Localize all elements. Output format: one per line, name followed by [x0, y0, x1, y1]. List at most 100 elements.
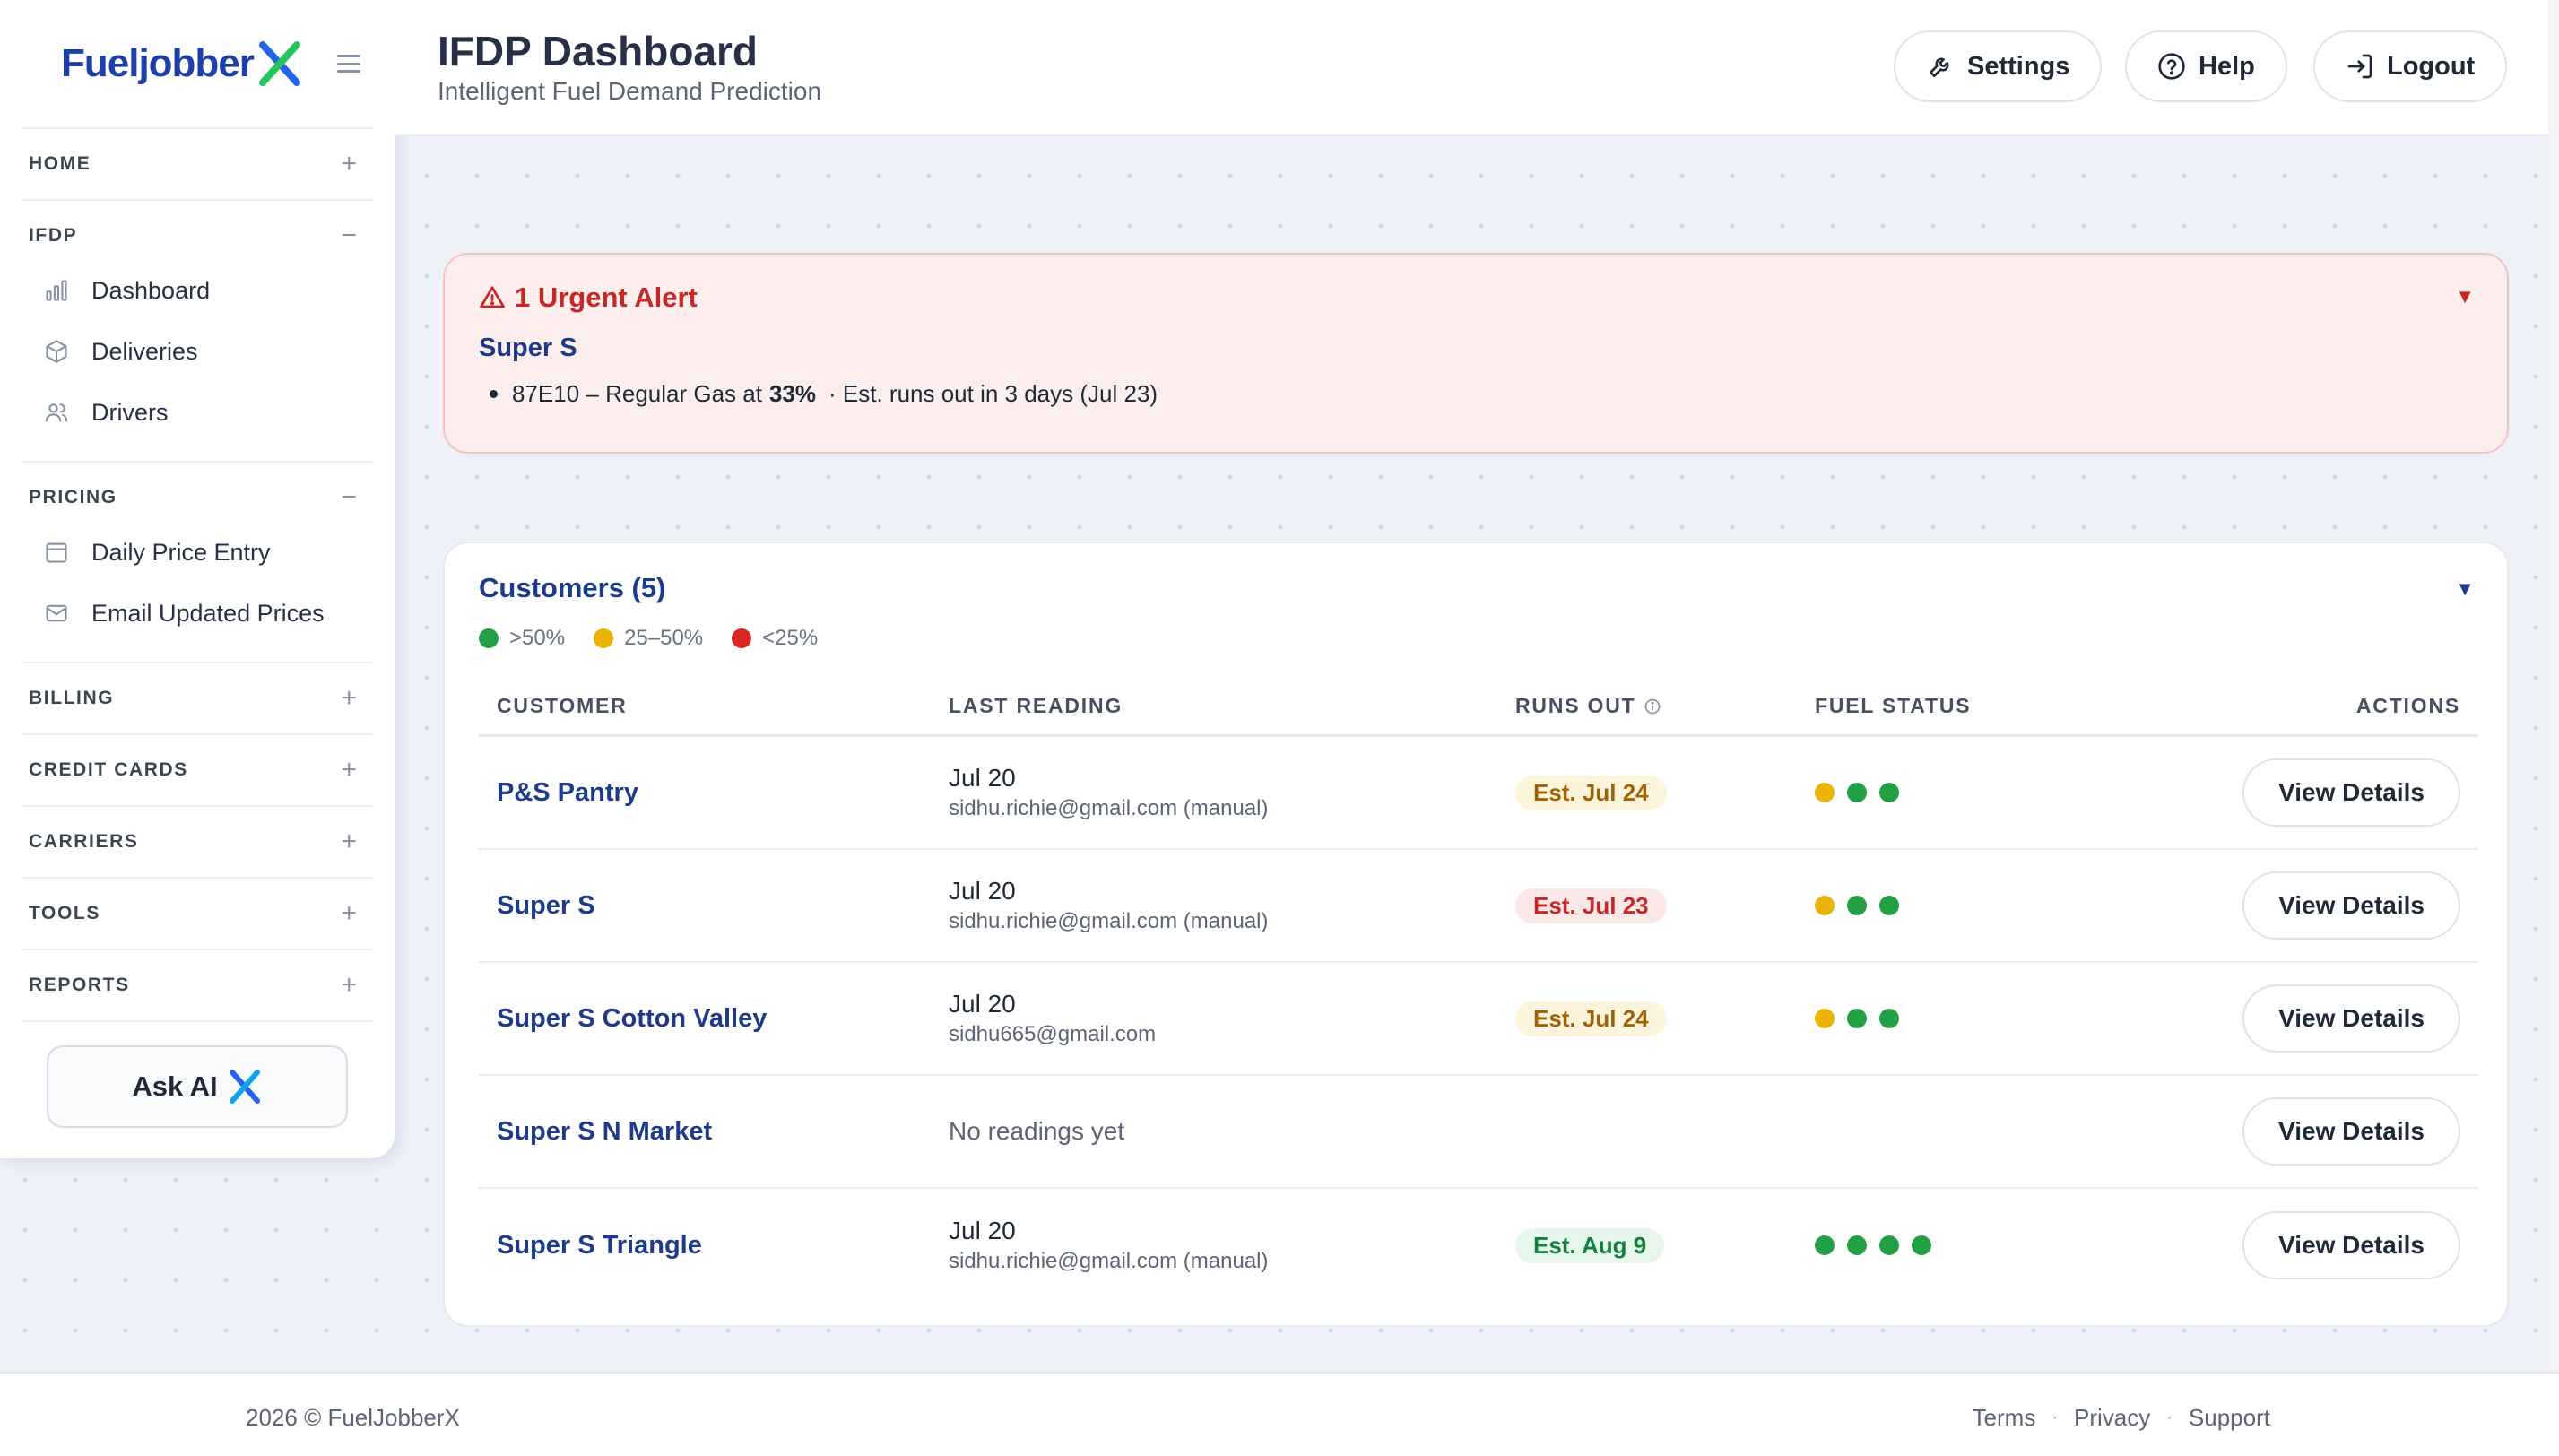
collapse-minus-icon[interactable]: −: [341, 482, 359, 512]
ask-ai-button[interactable]: Ask AI: [47, 1045, 348, 1128]
cell-last-reading: Jul 20 sidhu665@gmail.com: [949, 990, 1515, 1047]
sidebar-item-email-updated-prices[interactable]: Email Updated Prices: [22, 583, 373, 644]
view-details-button[interactable]: View Details: [2242, 984, 2460, 1053]
expand-plus-icon[interactable]: +: [341, 149, 359, 178]
reading-source: sidhu.richie@gmail.com (manual): [949, 796, 1269, 820]
sidebar-section-header[interactable]: HOME +: [22, 129, 373, 199]
help-button[interactable]: Help: [2125, 30, 2287, 102]
logo-text: Fueljobber: [61, 41, 255, 85]
sidebar-section-header[interactable]: CARRIERS +: [22, 807, 373, 877]
sidebar-section-header[interactable]: REPORTS +: [22, 950, 373, 1020]
customers-title[interactable]: Customers (5): [479, 572, 666, 603]
sidebar-item-dashboard[interactable]: Dashboard: [22, 260, 373, 321]
reading-source: sidhu.richie@gmail.com (manual): [949, 1249, 1269, 1273]
footer-separator: ·: [2052, 1408, 2058, 1427]
sidebar-section-header[interactable]: TOOLS +: [22, 879, 373, 949]
tank-status-dot-icon: [1879, 1235, 1899, 1255]
view-details-button[interactable]: View Details: [2242, 758, 2460, 827]
top-header: IFDP Dashboard Intelligent Fuel Demand P…: [395, 0, 2559, 136]
expand-plus-icon[interactable]: +: [341, 970, 359, 1000]
alert-title-text: 1 Urgent Alert: [515, 282, 698, 313]
expand-plus-icon[interactable]: +: [341, 683, 359, 713]
runs-out-badge: Est. Jul 24: [1515, 775, 1667, 810]
footer-link-support[interactable]: Support: [2188, 1404, 2270, 1431]
fueljobberx-logo[interactable]: Fueljobber: [61, 39, 304, 88]
calendar-icon: [43, 539, 70, 566]
expand-plus-icon[interactable]: +: [341, 755, 359, 784]
sidebar-section-carriers: CARRIERS +: [22, 807, 373, 879]
alert-line-percent: 33%: [768, 380, 817, 407]
cell-customer: Super S: [479, 891, 949, 921]
legend-label: <25%: [762, 626, 819, 650]
footer-separator: ·: [2166, 1408, 2173, 1427]
fuel-status-dots: [1815, 1009, 2191, 1028]
fuel-status-dots: [1815, 896, 2191, 915]
page-title: IFDP Dashboard: [438, 28, 758, 74]
cell-runs-out: Est. Jul 24: [1515, 775, 1815, 810]
sidebar-section-label: CARRIERS: [29, 831, 139, 852]
col-header-actions: ACTIONS: [2355, 694, 2460, 717]
sidebar-section-header[interactable]: BILLING +: [22, 663, 373, 733]
view-details-button[interactable]: View Details: [2242, 1097, 2460, 1166]
reading-date: Jul 20: [949, 990, 1016, 1018]
footer-link-terms[interactable]: Terms: [1972, 1404, 2036, 1431]
warning-triangle-icon: [480, 286, 505, 308]
cell-actions: View Details: [2191, 871, 2478, 940]
logout-button[interactable]: Logout: [2313, 30, 2508, 102]
customers-collapse-caret-icon[interactable]: ▼: [2455, 577, 2475, 600]
expand-plus-icon[interactable]: +: [341, 827, 359, 856]
sidebar-item-daily-price-entry[interactable]: Daily Price Entry: [22, 522, 373, 583]
alert-title[interactable]: 1 Urgent Alert: [479, 282, 698, 314]
legend-label: 25–50%: [624, 626, 704, 650]
cell-fuel-status: [1815, 1009, 2191, 1028]
cell-actions: View Details: [2191, 758, 2478, 827]
sidebar-section-pricing: PRICING − Daily Price Entry Email Updated P…: [22, 463, 373, 663]
customer-name-link[interactable]: Super S N Market: [497, 1116, 713, 1146]
col-header-customer: CUSTOMER: [497, 694, 628, 717]
legend-dot-icon: [732, 628, 752, 648]
sidebar-section-credit-cards: CREDIT CARDS +: [22, 735, 373, 807]
cell-customer: Super S Triangle: [479, 1231, 949, 1261]
cell-last-reading: No readings yet: [949, 1117, 1515, 1146]
customer-name-link[interactable]: Super S Triangle: [497, 1230, 702, 1260]
runs-out-badge: Est. Jul 23: [1515, 888, 1667, 923]
alert-collapse-caret-icon[interactable]: ▼: [2455, 285, 2475, 308]
reading-source: sidhu.richie@gmail.com (manual): [949, 909, 1269, 933]
customer-name-link[interactable]: Super S: [497, 890, 595, 920]
cell-customer: Super S N Market: [479, 1117, 949, 1147]
runs-out-badge: Est. Jul 24: [1515, 1001, 1667, 1036]
runs-out-badge: Est. Aug 9: [1515, 1227, 1665, 1263]
cell-actions: View Details: [2191, 1211, 2478, 1279]
sidebar-section-header[interactable]: IFDP −: [22, 201, 373, 260]
sidebar-section-tools: TOOLS +: [22, 879, 373, 950]
customers-table: CUSTOMER LAST READING RUNS OUT FUEL STAT…: [479, 678, 2478, 1302]
alert-line-suffix: · Est. runs out in 3 days (Jul 23): [828, 380, 1158, 407]
tank-status-dot-icon: [1815, 1009, 1835, 1028]
tank-status-dot-icon: [1847, 783, 1867, 802]
expand-plus-icon[interactable]: +: [341, 898, 359, 928]
sidebar-item-drivers[interactable]: Drivers: [22, 382, 373, 443]
hamburger-menu-icon[interactable]: [337, 55, 360, 73]
settings-button[interactable]: Settings: [1894, 30, 2103, 102]
customer-name-link[interactable]: P&S Pantry: [497, 777, 638, 807]
sidebar-section-header[interactable]: PRICING −: [22, 463, 373, 522]
view-details-button[interactable]: View Details: [2242, 871, 2460, 940]
table-row: Super S Triangle Jul 20 sidhu.richie@gmail…: [479, 1189, 2478, 1302]
customer-name-link[interactable]: Super S Cotton Valley: [497, 1003, 768, 1033]
view-details-button[interactable]: View Details: [2242, 1211, 2460, 1279]
info-icon[interactable]: [1644, 698, 1661, 715]
footer-link-privacy[interactable]: Privacy: [2074, 1404, 2151, 1431]
fuel-legend: >50% 25–50% <25%: [479, 626, 818, 651]
x-logo-icon: [229, 1070, 260, 1104]
collapse-minus-icon[interactable]: −: [341, 221, 359, 250]
sidebar-section-header[interactable]: CREDIT CARDS +: [22, 735, 373, 805]
sidebar-item-deliveries[interactable]: Deliveries: [22, 321, 373, 382]
cell-runs-out: Est. Jul 24: [1515, 1001, 1815, 1036]
sidebar: Fueljobber HOME + IFDP − Dashboard Deliveries…: [0, 0, 395, 1158]
wrench-icon: [1930, 57, 1949, 77]
sidebar-section-label: HOME: [29, 153, 91, 174]
sidebar-section-billing: BILLING +: [22, 663, 373, 735]
page-scrollbar[interactable]: [2548, 0, 2559, 1372]
alert-customer-name[interactable]: Super S: [479, 334, 577, 362]
alert-detail-line: 87E10 – Regular Gas at 33% · Est. runs o…: [490, 380, 1158, 408]
